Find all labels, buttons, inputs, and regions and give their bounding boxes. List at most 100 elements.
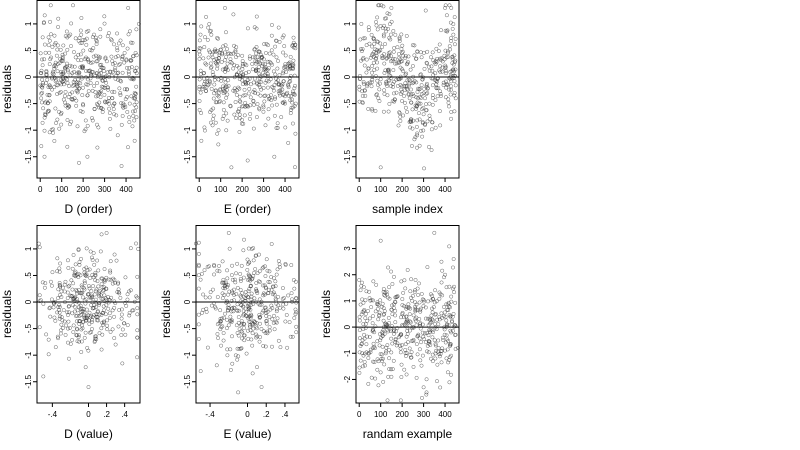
data-point	[384, 349, 388, 354]
data-point	[250, 299, 255, 304]
data-point	[66, 266, 71, 270]
data-point	[366, 381, 371, 386]
data-point	[424, 60, 429, 65]
data-point	[91, 54, 96, 59]
data-point	[453, 67, 458, 72]
data-point	[84, 265, 89, 270]
data-point	[378, 352, 383, 357]
data-point	[243, 62, 247, 66]
data-point	[367, 316, 372, 321]
data-point	[250, 322, 255, 327]
data-point	[107, 110, 112, 115]
data-point	[375, 300, 380, 305]
data-point	[229, 299, 234, 303]
data-point	[43, 50, 48, 55]
data-point	[58, 47, 63, 52]
data-point	[215, 63, 220, 68]
data-point	[283, 64, 288, 69]
data-point	[88, 60, 93, 65]
data-point	[408, 306, 413, 311]
data-point	[378, 41, 383, 46]
data-point	[221, 286, 226, 290]
data-point	[266, 74, 271, 79]
data-point	[119, 312, 124, 317]
data-point	[257, 339, 262, 344]
data-point	[292, 103, 297, 108]
data-point	[413, 309, 418, 314]
data-point	[405, 78, 410, 83]
data-point	[278, 345, 283, 350]
data-point	[374, 23, 379, 28]
data-point	[261, 283, 266, 288]
data-point	[427, 68, 432, 73]
data-point	[375, 302, 380, 307]
data-point	[264, 318, 269, 323]
data-point	[240, 330, 245, 335]
data-point	[404, 334, 409, 339]
data-point	[388, 74, 393, 79]
data-point	[251, 258, 256, 263]
data-point	[221, 89, 226, 94]
data-point	[251, 126, 256, 131]
data-point	[128, 288, 133, 293]
data-point	[116, 280, 121, 285]
data-point	[364, 43, 369, 48]
y-tick-label: .5	[343, 47, 352, 54]
data-point	[426, 316, 431, 321]
data-point	[249, 313, 254, 318]
data-point	[120, 43, 125, 48]
data-point	[371, 37, 376, 42]
data-point	[236, 65, 241, 70]
data-point	[366, 28, 371, 33]
data-point	[418, 96, 423, 101]
data-point	[39, 144, 44, 149]
data-point	[364, 350, 369, 355]
data-point	[261, 109, 266, 114]
data-point	[426, 64, 431, 69]
data-point	[239, 263, 244, 268]
data-point	[237, 112, 242, 117]
data-point	[118, 93, 123, 97]
x-tick-label: .2	[103, 410, 110, 419]
data-point	[387, 296, 392, 301]
data-point	[41, 21, 46, 26]
data-point	[431, 330, 435, 335]
data-point	[227, 51, 232, 56]
data-point	[237, 116, 242, 121]
data-point	[269, 275, 274, 279]
data-point	[99, 62, 104, 67]
data-point	[258, 321, 262, 326]
data-point	[388, 32, 393, 37]
data-point	[418, 326, 423, 331]
data-point	[87, 322, 92, 327]
data-point	[241, 275, 246, 280]
data-point	[90, 306, 95, 311]
data-point	[404, 84, 409, 89]
data-point	[228, 103, 233, 108]
data-point	[67, 356, 71, 361]
data-point	[443, 48, 448, 53]
data-point	[452, 109, 457, 114]
data-point	[79, 16, 84, 20]
data-point	[232, 298, 237, 303]
data-point	[250, 62, 255, 66]
data-point	[262, 305, 267, 310]
data-point	[134, 27, 139, 32]
data-point	[225, 347, 230, 352]
data-point	[198, 277, 203, 282]
data-point	[245, 257, 250, 262]
data-point	[97, 90, 102, 95]
data-point	[101, 289, 106, 294]
data-point	[382, 362, 387, 367]
y-tick-label: -1.5	[24, 374, 33, 388]
data-point	[234, 292, 239, 296]
data-point	[273, 279, 278, 284]
data-point	[127, 310, 132, 315]
data-point	[282, 99, 287, 104]
data-point	[424, 392, 429, 397]
data-point	[77, 262, 82, 267]
data-point	[221, 91, 226, 95]
data-point	[262, 292, 267, 297]
data-point	[443, 95, 448, 100]
data-point	[97, 105, 101, 110]
